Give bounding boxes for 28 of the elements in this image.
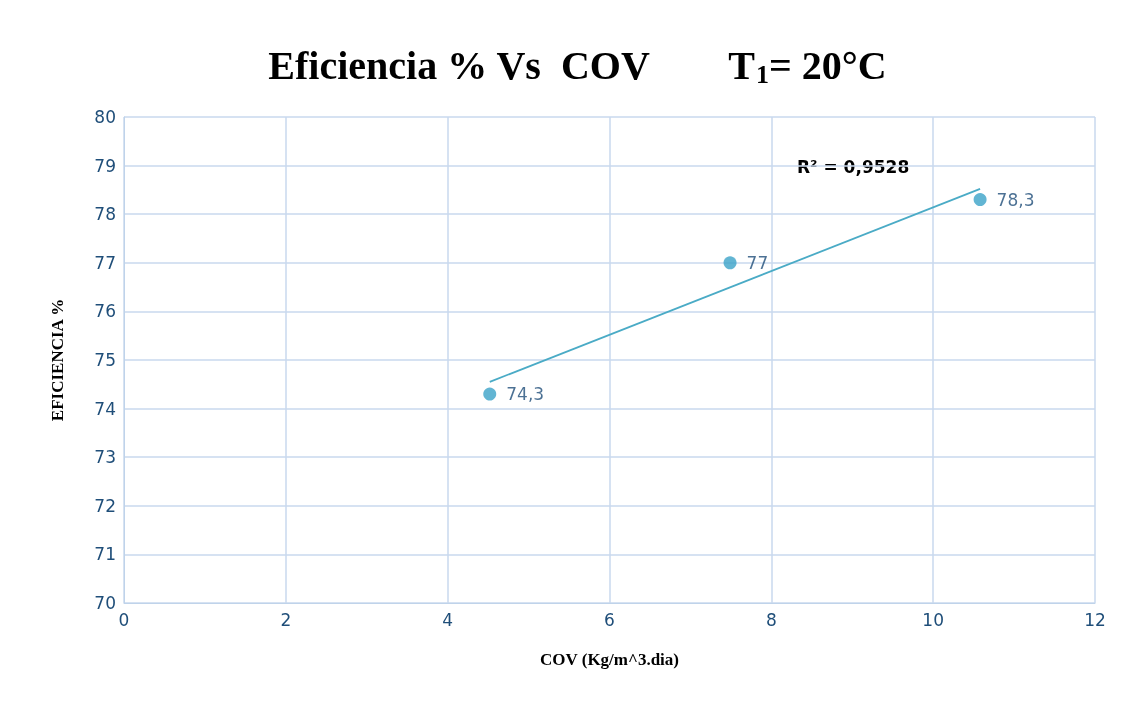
y-axis-title: EFICIENCIA % [48,298,67,422]
x-axis-title: COV (Kg/m^3.dia) [540,650,679,669]
y-tick-label: 72 [94,495,116,516]
x-tick-label: 2 [280,609,292,630]
y-tick-label: 76 [94,301,116,322]
data-label: 78,3 [996,189,1035,210]
data-label: 77 [746,252,769,273]
data-label: 74,3 [506,384,545,405]
annotation: R² = 0,9528 [797,156,910,177]
y-tick-label: 74 [94,398,116,419]
x-tick-label: 10 [922,609,944,630]
y-tick-label: 73 [94,447,116,468]
x-tick-label: 12 [1084,609,1106,630]
y-tick-label: 80 [94,107,116,127]
y-tick-label: 78 [94,204,116,225]
point [723,256,737,270]
x-tick-label: 4 [442,609,454,630]
y-tick-label: 75 [94,350,116,370]
x-tick-label: 6 [604,609,615,630]
y-tick-label: 79 [94,155,116,176]
y-tick-label: 71 [94,544,116,565]
point [973,193,987,207]
y-tick-label: 70 [94,593,116,613]
x-tick-label: 8 [765,609,777,630]
y-tick-label: 77 [94,252,116,273]
chart-title: Eficiencia % Vs COV T1= 20°C [268,42,887,89]
point [483,387,497,401]
x-tick-label: 0 [118,609,130,630]
